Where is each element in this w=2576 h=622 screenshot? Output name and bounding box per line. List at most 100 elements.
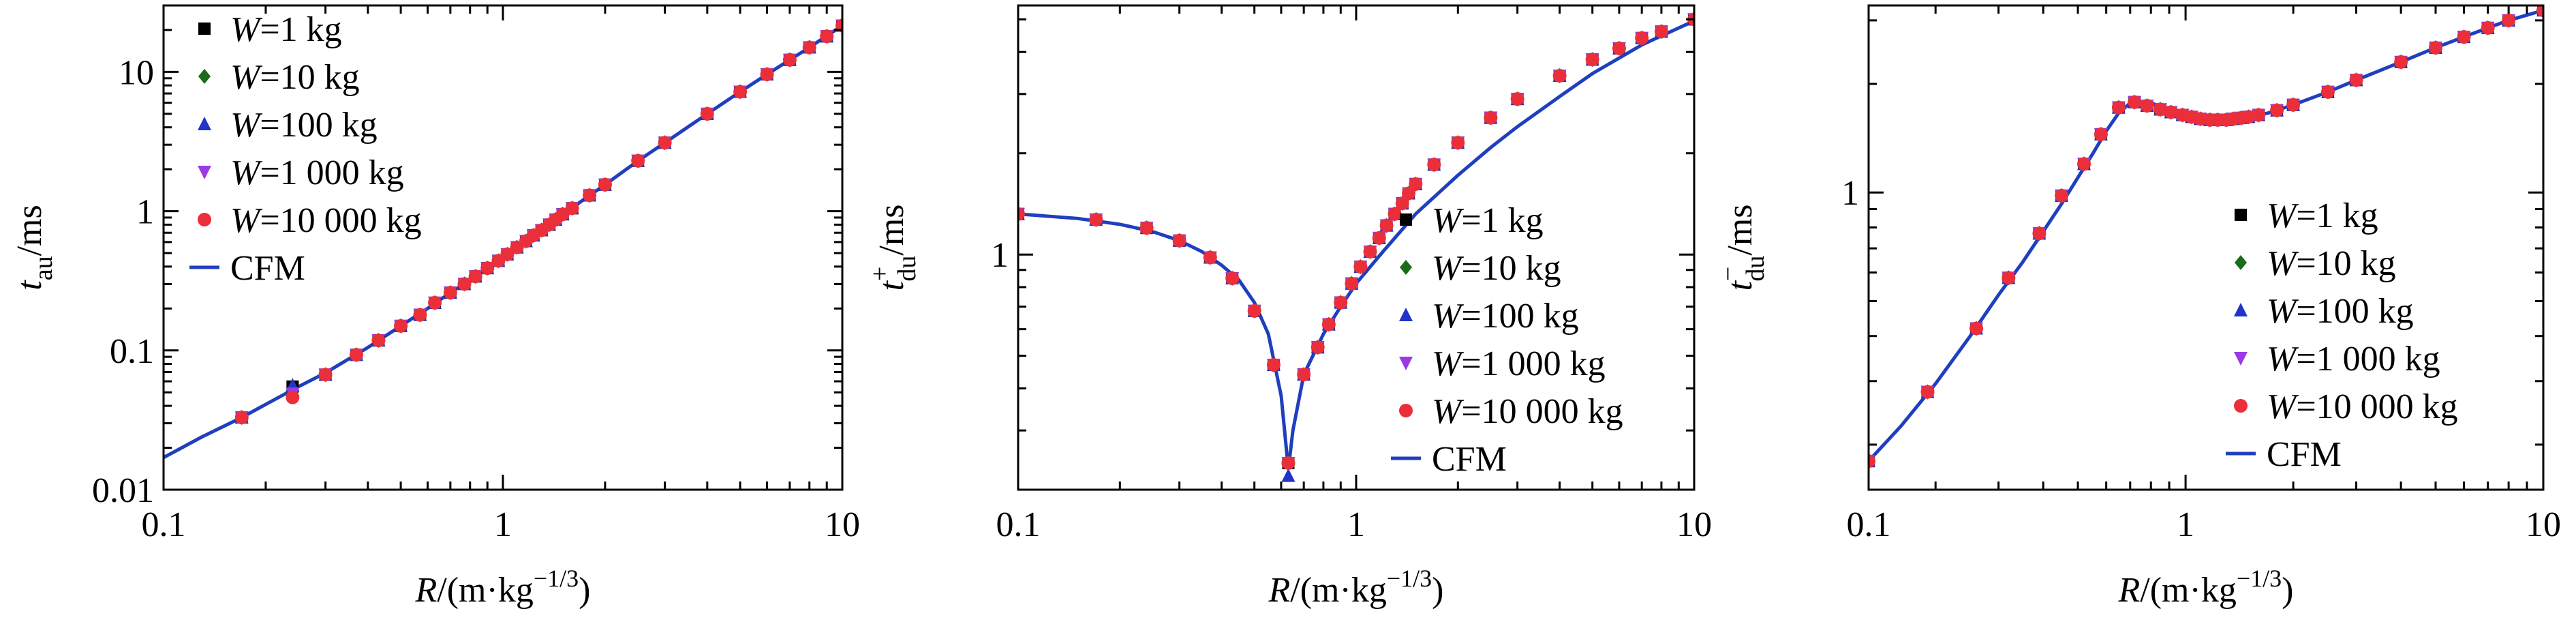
data-point (2111, 100, 2126, 115)
data-point (1247, 303, 1261, 318)
legend: W=1 kg W=10 kg W=100 kg W=1 000 kg W=10 000 … (2226, 196, 2458, 474)
data-point (234, 411, 249, 425)
data-point (2140, 99, 2154, 113)
legend-label: W=10 000 kg (2267, 387, 2458, 426)
legend-marker (198, 23, 211, 35)
y-tick-label: 1 (1841, 174, 1859, 213)
legend-marker (1399, 357, 1413, 370)
data-point (2094, 127, 2108, 141)
data-point (1089, 213, 1103, 227)
x-axis-label: R/(m·kg−1/3) (415, 565, 591, 610)
data-point (1585, 53, 1599, 67)
data-point (443, 286, 457, 300)
data-point (2481, 20, 2495, 35)
x-axis-label: R/(m·kg−1/3) (1268, 565, 1444, 610)
data-point (413, 308, 427, 322)
legend-label: W=1 kg (230, 10, 342, 49)
data-point (1372, 231, 1386, 245)
data-point (2270, 103, 2284, 117)
legend-label: W=10 kg (1432, 249, 1561, 288)
series-w-10-000-kg (1018, 12, 1694, 470)
y-tick-label: 0.1 (110, 332, 154, 371)
legend-label: W=100 kg (230, 106, 378, 145)
x-tick-label: 1 (494, 505, 512, 544)
x-tick-label: 0.1 (996, 505, 1041, 544)
y-tick-label: 10 (119, 53, 154, 92)
data-point (428, 295, 442, 310)
y-axis-label: t+du/ms (865, 204, 921, 291)
data-point (468, 269, 482, 284)
data-point (1869, 454, 1875, 469)
data-point (1310, 340, 1325, 355)
data-point (2320, 85, 2335, 99)
data-point (658, 136, 672, 150)
legend: W=1 kg W=10 kg W=100 kg W=1 000 kg W=10 000 … (1391, 201, 1623, 479)
data-point (1203, 250, 1217, 265)
y-tick-label: 1 (991, 236, 1009, 275)
y-tick-label: 0.01 (92, 471, 154, 510)
data-point (802, 40, 816, 55)
data-point (631, 153, 645, 168)
data-point (1281, 456, 1295, 470)
legend-label: W=1 kg (2267, 196, 2378, 235)
data-point (1484, 110, 1498, 125)
data-point (1379, 218, 1394, 233)
data-point (1281, 468, 1295, 482)
data-point (2153, 102, 2168, 117)
data-point (565, 201, 579, 216)
legend-marker (198, 69, 211, 84)
data-point (2002, 271, 2016, 285)
legend-label: W=10 kg (2267, 244, 2396, 283)
x-tick-label: 0.1 (1847, 505, 1891, 544)
legend-marker (1399, 308, 1413, 321)
data-point (1654, 25, 1668, 39)
y-axis-label: t−du/ms (1714, 204, 1770, 291)
data-point (394, 319, 408, 333)
data-point (318, 368, 333, 382)
data-point (2077, 157, 2091, 171)
x-tick-label: 1 (2177, 505, 2194, 544)
legend-marker (198, 213, 211, 226)
data-point (2536, 5, 2543, 18)
data-point (820, 29, 834, 44)
data-point (1297, 368, 1311, 382)
series-w-10-000-kg (1869, 5, 2543, 469)
data-point (457, 277, 472, 291)
data-point (2457, 30, 2471, 44)
data-point (1139, 221, 1154, 235)
data-point (733, 85, 748, 99)
data-point (1334, 295, 1348, 310)
legend-label: W=100 kg (2267, 292, 2414, 331)
data-point (2502, 13, 2516, 27)
x-axis-label: R/(m·kg−1/3) (2118, 565, 2294, 610)
x-tick-label: 10 (1676, 505, 1712, 544)
data-point (1510, 92, 1524, 106)
data-point (1427, 158, 1441, 172)
legend-marker (2235, 209, 2247, 221)
legend: W=1 kg W=10 kg W=100 kg W=1 000 kg W=10 000 … (189, 10, 422, 288)
data-point (286, 390, 300, 404)
data-point (1552, 69, 1567, 83)
data-point (1387, 207, 1402, 221)
legend-label: W=1 000 kg (230, 153, 404, 192)
data-point (1920, 385, 1935, 399)
data-point (782, 53, 797, 67)
data-point (1409, 177, 1423, 191)
data-point (2128, 95, 2142, 109)
data-point (1969, 321, 1984, 336)
x-tick-label: 10 (825, 505, 860, 544)
legend-label: CFM (2267, 435, 2342, 474)
legend-marker (2234, 399, 2248, 413)
data-point (1363, 244, 1377, 258)
data-point (1225, 271, 1240, 286)
legend-marker (2234, 303, 2248, 316)
data-point (371, 334, 386, 348)
data-point (760, 68, 774, 82)
data-point (1612, 41, 1626, 55)
y-axis-label: tau/ms (10, 205, 58, 290)
data-point (349, 348, 363, 362)
